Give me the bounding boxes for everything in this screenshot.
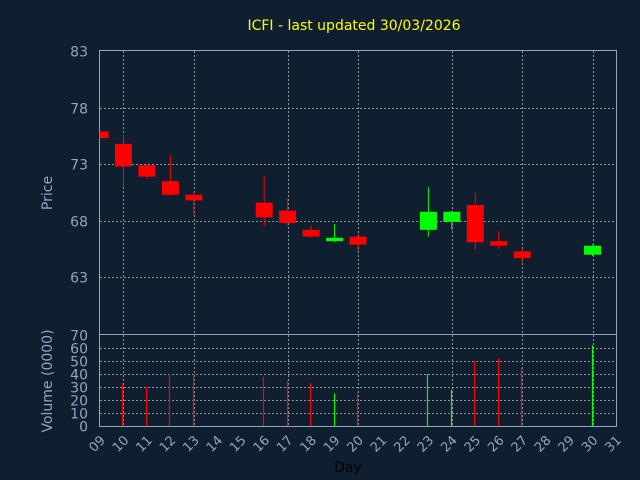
candle-body bbox=[100, 131, 109, 139]
volume-tick-label: 40 bbox=[70, 368, 88, 384]
chart-title: ICFI - last updated 30/03/2026 bbox=[247, 18, 460, 34]
price-tick-label: 63 bbox=[70, 271, 88, 287]
x-tick-label: 11 bbox=[133, 433, 155, 455]
candle-body bbox=[513, 251, 531, 259]
candle-body bbox=[466, 204, 484, 243]
price-tick-label: 68 bbox=[70, 215, 88, 231]
x-tick-label: 29 bbox=[556, 433, 578, 455]
candle-body bbox=[349, 236, 367, 245]
candle-body bbox=[302, 229, 320, 237]
candle-body bbox=[255, 202, 273, 218]
volume-plot-frame bbox=[99, 334, 617, 427]
x-axis-label: Day bbox=[334, 460, 362, 476]
volume-tick-label: 50 bbox=[70, 355, 88, 371]
candle-body bbox=[584, 245, 602, 255]
volume-tick-label: 60 bbox=[70, 342, 88, 358]
x-tick-label: 14 bbox=[204, 433, 226, 455]
x-axis-ticks: 09 10 11 12 13 14 15 16 17 18 19 20 21 22 23 24 25 26 27 28… bbox=[87, 433, 625, 455]
x-tick-label: 26 bbox=[485, 433, 507, 455]
x-tick-label: 27 bbox=[509, 433, 531, 455]
volume-tick-label: 0 bbox=[79, 420, 88, 436]
candles bbox=[99, 131, 602, 263]
x-tick-label: 18 bbox=[298, 433, 320, 455]
volume-y-label: Volume (0000) bbox=[40, 329, 56, 432]
candle-body bbox=[419, 211, 437, 230]
price-y-label: Price bbox=[40, 176, 56, 210]
x-tick-label: 16 bbox=[251, 433, 273, 455]
x-tick-label: 17 bbox=[274, 433, 296, 455]
x-tick-label: 09 bbox=[87, 433, 109, 455]
volume-tick-label: 10 bbox=[70, 407, 88, 423]
x-tick-label: 24 bbox=[438, 433, 460, 455]
candle-body bbox=[138, 165, 156, 177]
candle-body bbox=[490, 241, 508, 246]
x-tick-label: 30 bbox=[579, 433, 601, 455]
candle-body bbox=[279, 210, 297, 224]
x-tick-label: 23 bbox=[415, 433, 437, 455]
x-tick-label: 12 bbox=[157, 433, 179, 455]
x-tick-label: 28 bbox=[532, 433, 554, 455]
price-y-ticks: 63 68 73 78 83 bbox=[70, 45, 88, 287]
x-tick-label: 25 bbox=[462, 433, 484, 455]
x-tick-label: 19 bbox=[321, 433, 343, 455]
candle-body bbox=[443, 211, 461, 222]
candle-body bbox=[161, 181, 179, 195]
candle-body bbox=[114, 143, 132, 167]
volume-tick-label: 30 bbox=[70, 381, 88, 397]
price-tick-label: 83 bbox=[70, 45, 88, 61]
volume-tick-label: 20 bbox=[70, 394, 88, 410]
x-tick-label: 15 bbox=[227, 433, 249, 455]
price-tick-label: 73 bbox=[70, 158, 88, 174]
price-grid bbox=[100, 51, 616, 334]
x-tick-label: 22 bbox=[391, 433, 413, 455]
x-tick-label: 21 bbox=[368, 433, 390, 455]
price-tick-label: 78 bbox=[70, 102, 88, 118]
volume-bars bbox=[121, 345, 594, 426]
candle-body bbox=[185, 194, 203, 201]
x-tick-label: 10 bbox=[110, 433, 132, 455]
x-tick-label: 20 bbox=[345, 433, 367, 455]
candle-body bbox=[326, 237, 344, 242]
volume-tick-label: 70 bbox=[70, 329, 88, 345]
x-tick-label: 13 bbox=[180, 433, 202, 455]
x-tick-label: 31 bbox=[603, 433, 625, 455]
